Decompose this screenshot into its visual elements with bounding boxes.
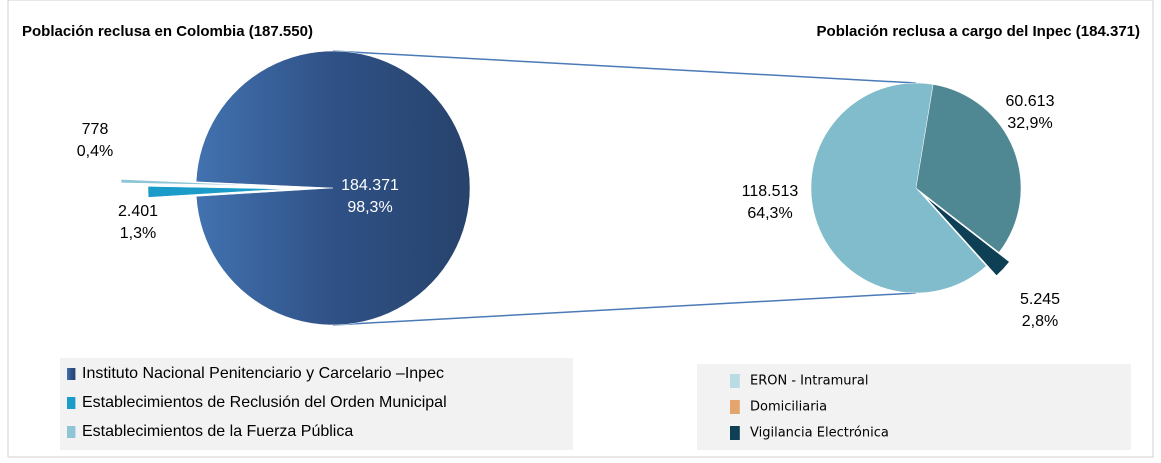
legend-label: Establecimientos de Reclusión del Orden … bbox=[82, 394, 447, 411]
legend-label: Establecimientos de la Fuerza Pública bbox=[82, 423, 353, 440]
percent-label: 32,9% bbox=[1007, 115, 1052, 132]
connector bbox=[332, 292, 917, 326]
legend-swatch bbox=[730, 400, 740, 414]
chart-title: Población reclusa a cargo del Inpec (184… bbox=[817, 23, 1140, 40]
legend-swatch bbox=[67, 368, 76, 380]
value-label: 118.513 bbox=[742, 183, 799, 200]
legend-label: ERON - Intramural bbox=[750, 374, 868, 389]
legend-swatch bbox=[67, 426, 76, 438]
connector bbox=[332, 50, 917, 84]
legend-box bbox=[60, 358, 573, 450]
pie-slice bbox=[810, 82, 987, 294]
value-label: 2.401 bbox=[118, 203, 158, 220]
percent-label: 98,3% bbox=[347, 199, 392, 216]
value-label: 184.371 bbox=[341, 177, 399, 194]
chart-title: Población reclusa en Colombia (187.550) bbox=[22, 23, 313, 40]
legend-label: Instituto Nacional Penitenciario y Carce… bbox=[82, 365, 444, 382]
legend-label: Vigilancia Electrónica bbox=[750, 426, 889, 441]
percent-label: 64,3% bbox=[747, 205, 792, 222]
pie-slice bbox=[195, 50, 471, 326]
legend-swatch bbox=[67, 397, 76, 409]
frame bbox=[7, 0, 1154, 458]
percent-label: 2,8% bbox=[1022, 313, 1058, 330]
pie-slice bbox=[915, 84, 1022, 253]
value-label: 778 bbox=[82, 121, 109, 138]
legend-label: Domiciliaria bbox=[750, 400, 827, 415]
value-label: 5.245 bbox=[1020, 291, 1060, 308]
legend-swatch bbox=[730, 374, 740, 388]
percent-label: 0,4% bbox=[77, 143, 113, 160]
legend-swatch bbox=[730, 426, 740, 440]
pie-slice bbox=[147, 186, 286, 198]
pie-slice bbox=[926, 197, 1010, 276]
legend-box bbox=[697, 364, 1131, 450]
value-label: 60.613 bbox=[1006, 93, 1055, 110]
pie-slice bbox=[120, 179, 259, 186]
percent-label: 1,3% bbox=[120, 225, 156, 242]
